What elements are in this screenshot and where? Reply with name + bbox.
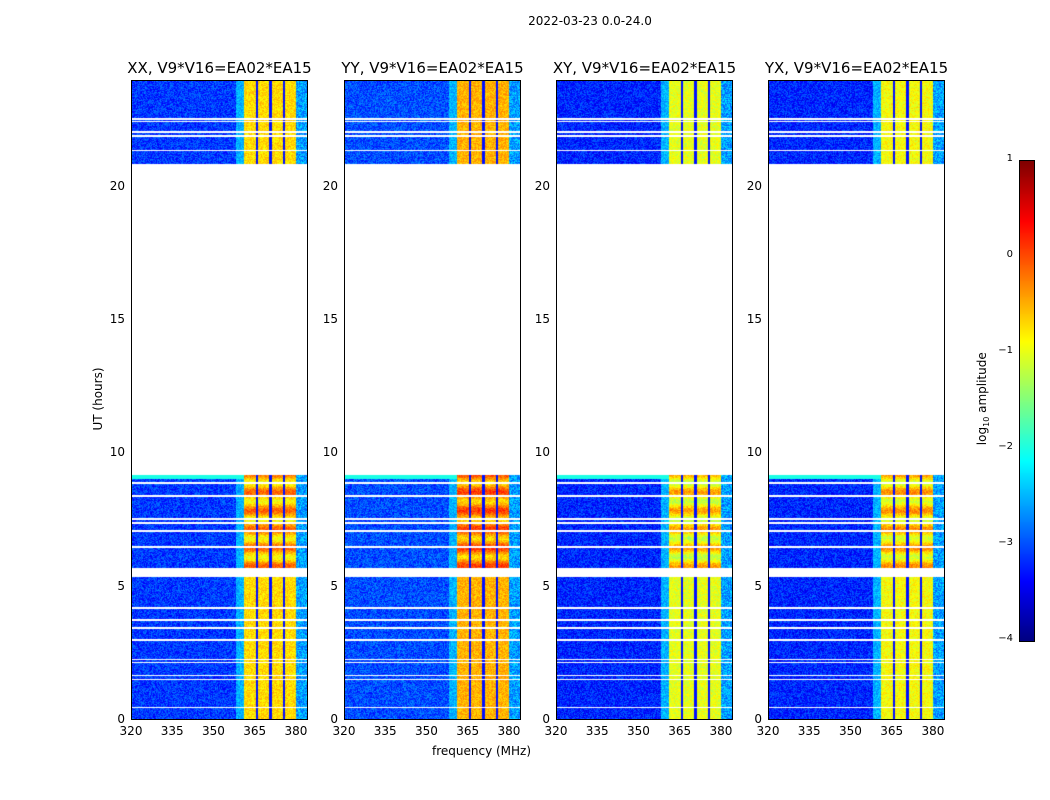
x-tick-label: 380 (709, 724, 733, 738)
y-tick-label: 0 (330, 712, 338, 726)
figure-title: 2022-03-23 0.0-24.0 (528, 14, 652, 28)
y-tick-label: 10 (109, 445, 125, 460)
waterfall-panel (556, 80, 733, 720)
y-tick-label: 15 (746, 312, 762, 326)
x-tick-label: 320 (544, 724, 568, 738)
panel-title: XY, V9*V16=EA02*EA15 (552, 59, 737, 77)
colorbar-tick-label: −3 (998, 537, 1013, 548)
x-tick-label: 380 (497, 724, 521, 738)
y-tick-label: 5 (117, 578, 125, 593)
colorbar-label: log10 amplitude (974, 352, 992, 446)
waterfall-panel (344, 80, 521, 720)
colorbar-tick-label: −4 (998, 633, 1013, 644)
y-tick-label: 0 (754, 712, 762, 726)
colorbar-tick-label: 1 (1006, 153, 1013, 164)
colorbar-gradient (1019, 160, 1035, 642)
heatmap-image (132, 81, 307, 719)
y-tick-label: 15 (109, 312, 125, 326)
y-tick-label: 5 (754, 578, 762, 593)
colorbar-tick-label: 0 (1006, 249, 1013, 260)
x-tick-label: 365 (456, 724, 480, 738)
x-tick-label: 350 (202, 724, 225, 738)
y-axis-label: UT (hours) (91, 367, 105, 431)
x-tick-label: 335 (797, 724, 821, 738)
y-tick-label: 5 (542, 578, 550, 593)
x-tick-label: 350 (415, 724, 438, 738)
y-tick-label: 0 (117, 712, 125, 726)
y-tick-label: 5 (330, 578, 338, 593)
y-tick-label: 20 (746, 178, 762, 193)
y-tick-label: 10 (322, 445, 338, 460)
y-tick-label: 0 (542, 712, 550, 726)
y-tick-label: 10 (534, 445, 550, 460)
x-tick-label: 380 (284, 724, 308, 738)
heatmap-image (769, 81, 944, 719)
x-tick-label: 320 (332, 724, 356, 738)
x-tick-label: 335 (373, 724, 397, 738)
colorbar-tick-label: −1 (998, 345, 1013, 356)
heatmap-image (557, 81, 732, 719)
x-tick-label: 350 (839, 724, 862, 738)
y-tick-label: 20 (534, 178, 550, 193)
x-tick-label: 320 (756, 724, 780, 738)
y-tick-label: 10 (746, 445, 762, 460)
y-tick-label: 15 (534, 312, 550, 326)
x-tick-label: 380 (921, 724, 945, 738)
x-axis-label: frequency (MHz) (432, 744, 532, 758)
colorbar-tick-label: −2 (998, 441, 1013, 452)
x-tick-label: 365 (880, 724, 904, 738)
heatmap-image (345, 81, 520, 719)
x-tick-label: 320 (119, 724, 143, 738)
panel-title: YY, V9*V16=EA02*EA15 (341, 59, 524, 77)
panel-title: XX, V9*V16=EA02*EA15 (127, 59, 312, 77)
y-tick-label: 20 (322, 178, 338, 193)
panel-title: YX, V9*V16=EA02*EA15 (764, 59, 949, 77)
waterfall-panel (768, 80, 945, 720)
y-tick-label: 15 (322, 312, 338, 326)
x-tick-label: 335 (585, 724, 609, 738)
x-tick-label: 335 (160, 724, 184, 738)
x-tick-label: 365 (243, 724, 267, 738)
y-tick-label: 20 (109, 178, 125, 193)
waterfall-panel (131, 80, 308, 720)
x-tick-label: 350 (627, 724, 650, 738)
x-tick-label: 365 (668, 724, 692, 738)
